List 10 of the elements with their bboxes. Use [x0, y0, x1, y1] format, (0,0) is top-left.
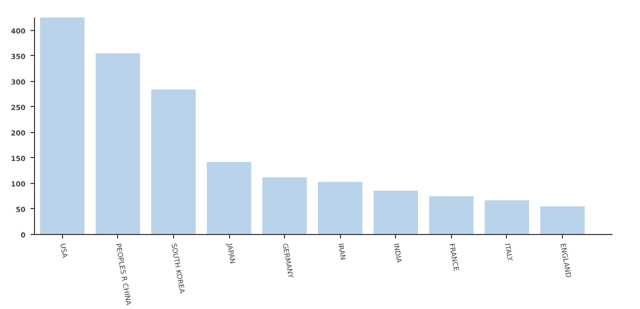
bar	[484, 200, 530, 234]
bar	[318, 182, 362, 234]
bar	[374, 190, 418, 234]
bar	[96, 53, 140, 234]
bar	[262, 177, 307, 234]
bar	[540, 206, 585, 234]
bar	[151, 89, 196, 234]
bar	[206, 162, 252, 234]
bar	[429, 196, 474, 234]
bar	[40, 18, 85, 234]
